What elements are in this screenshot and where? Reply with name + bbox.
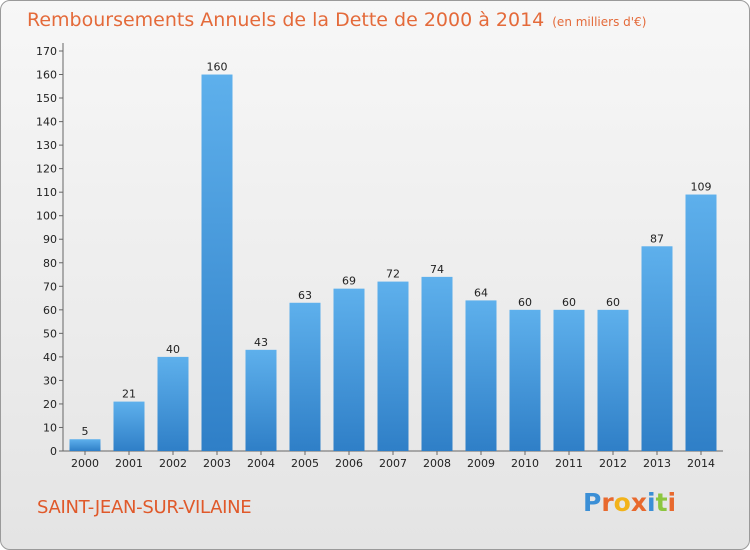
- data-label-2010: 60: [518, 296, 532, 309]
- y-tick-label: 150: [36, 92, 57, 105]
- x-tick-label-2006: 2006: [335, 457, 363, 470]
- bar-2004: [245, 349, 277, 451]
- data-label-2005: 63: [298, 289, 312, 302]
- chart-unit-note: (en milliers d'€): [552, 15, 647, 29]
- x-tick-label-2014: 2014: [687, 457, 715, 470]
- bar-2007: [377, 281, 409, 451]
- logo-letter: P: [583, 488, 602, 517]
- y-tick-label: 100: [36, 210, 57, 223]
- data-label-2004: 43: [254, 336, 268, 349]
- data-label-2002: 40: [166, 343, 180, 356]
- bar-2006: [333, 288, 365, 451]
- y-tick-label: 130: [36, 139, 57, 152]
- x-tick-label-2002: 2002: [159, 457, 187, 470]
- y-tick-label: 50: [43, 327, 57, 340]
- bar-2010: [509, 309, 541, 451]
- x-tick-label-2003: 2003: [203, 457, 231, 470]
- data-label-2009: 64: [474, 286, 488, 299]
- x-tick-label-2009: 2009: [467, 457, 495, 470]
- data-label-2013: 87: [650, 232, 664, 245]
- bar-2005: [289, 302, 321, 451]
- y-tick-label: 0: [50, 445, 57, 458]
- logo-letter: o: [613, 488, 631, 517]
- x-tick-label-2008: 2008: [423, 457, 451, 470]
- data-label-2011: 60: [562, 296, 576, 309]
- data-label-2000: 5: [82, 425, 89, 438]
- x-tick-label-2011: 2011: [555, 457, 583, 470]
- bar-2001: [113, 401, 145, 451]
- data-label-2003: 160: [207, 61, 228, 74]
- x-tick-label-2004: 2004: [247, 457, 275, 470]
- x-tick-label-2001: 2001: [115, 457, 143, 470]
- logo-letter: r: [601, 488, 614, 517]
- x-tick-label-2000: 2000: [71, 457, 99, 470]
- y-tick-label: 140: [36, 116, 57, 129]
- bar-2003: [201, 74, 233, 451]
- y-tick-label: 110: [36, 186, 57, 199]
- logo-letter: i: [667, 488, 677, 517]
- data-label-2007: 72: [386, 268, 400, 281]
- logo-letter: i: [647, 488, 656, 517]
- y-tick-label: 30: [43, 374, 57, 387]
- data-label-2012: 60: [606, 296, 620, 309]
- city-name: SAINT-JEAN-SUR-VILAINE: [37, 497, 252, 518]
- y-tick-label: 160: [36, 69, 57, 82]
- chart-title: Remboursements Annuels de la Dette de 20…: [27, 9, 646, 31]
- chart-title-text: Remboursements Annuels de la Dette de 20…: [27, 9, 545, 31]
- y-tick-label: 120: [36, 163, 57, 176]
- x-tick-label-2010: 2010: [511, 457, 539, 470]
- y-tick-label: 20: [43, 398, 57, 411]
- y-tick-label: 170: [36, 45, 57, 58]
- bar-2012: [597, 309, 629, 451]
- bar-2002: [157, 356, 189, 451]
- proxiti-logo[interactable]: Proxiti: [583, 488, 676, 517]
- y-tick-label: 60: [43, 304, 57, 317]
- y-tick-label: 10: [43, 421, 57, 434]
- y-tick-label: 90: [43, 233, 57, 246]
- data-label-2008: 74: [430, 263, 444, 276]
- bar-2009: [465, 300, 497, 451]
- bar-2014: [685, 194, 717, 451]
- bar-2008: [421, 276, 453, 451]
- y-tick-label: 40: [43, 351, 57, 364]
- x-tick-label-2012: 2012: [599, 457, 627, 470]
- y-tick-label: 80: [43, 257, 57, 270]
- x-tick-label-2005: 2005: [291, 457, 319, 470]
- bar-2011: [553, 309, 585, 451]
- logo-letter: t: [655, 488, 668, 517]
- x-tick-label-2007: 2007: [379, 457, 407, 470]
- y-tick-label: 70: [43, 280, 57, 293]
- bar-2013: [641, 246, 673, 451]
- logo-letter: x: [630, 488, 647, 517]
- data-label-2014: 109: [691, 181, 712, 194]
- data-label-2006: 69: [342, 275, 356, 288]
- bar-2000: [69, 439, 101, 451]
- x-tick-label-2013: 2013: [643, 457, 671, 470]
- data-label-2001: 21: [122, 388, 136, 401]
